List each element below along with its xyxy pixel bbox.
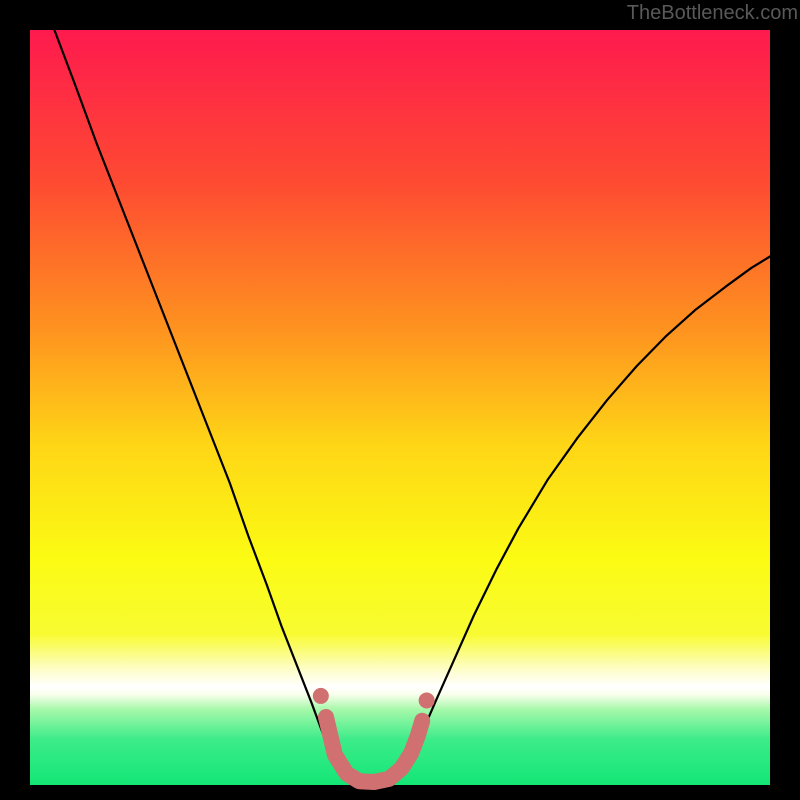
highlight-dot xyxy=(313,688,329,704)
highlight-dot xyxy=(419,692,435,708)
chart-stage: TheBottleneck.com xyxy=(0,0,800,800)
plot-background xyxy=(30,30,770,785)
watermark-text: TheBottleneck.com xyxy=(627,2,798,25)
chart-svg xyxy=(0,0,800,800)
